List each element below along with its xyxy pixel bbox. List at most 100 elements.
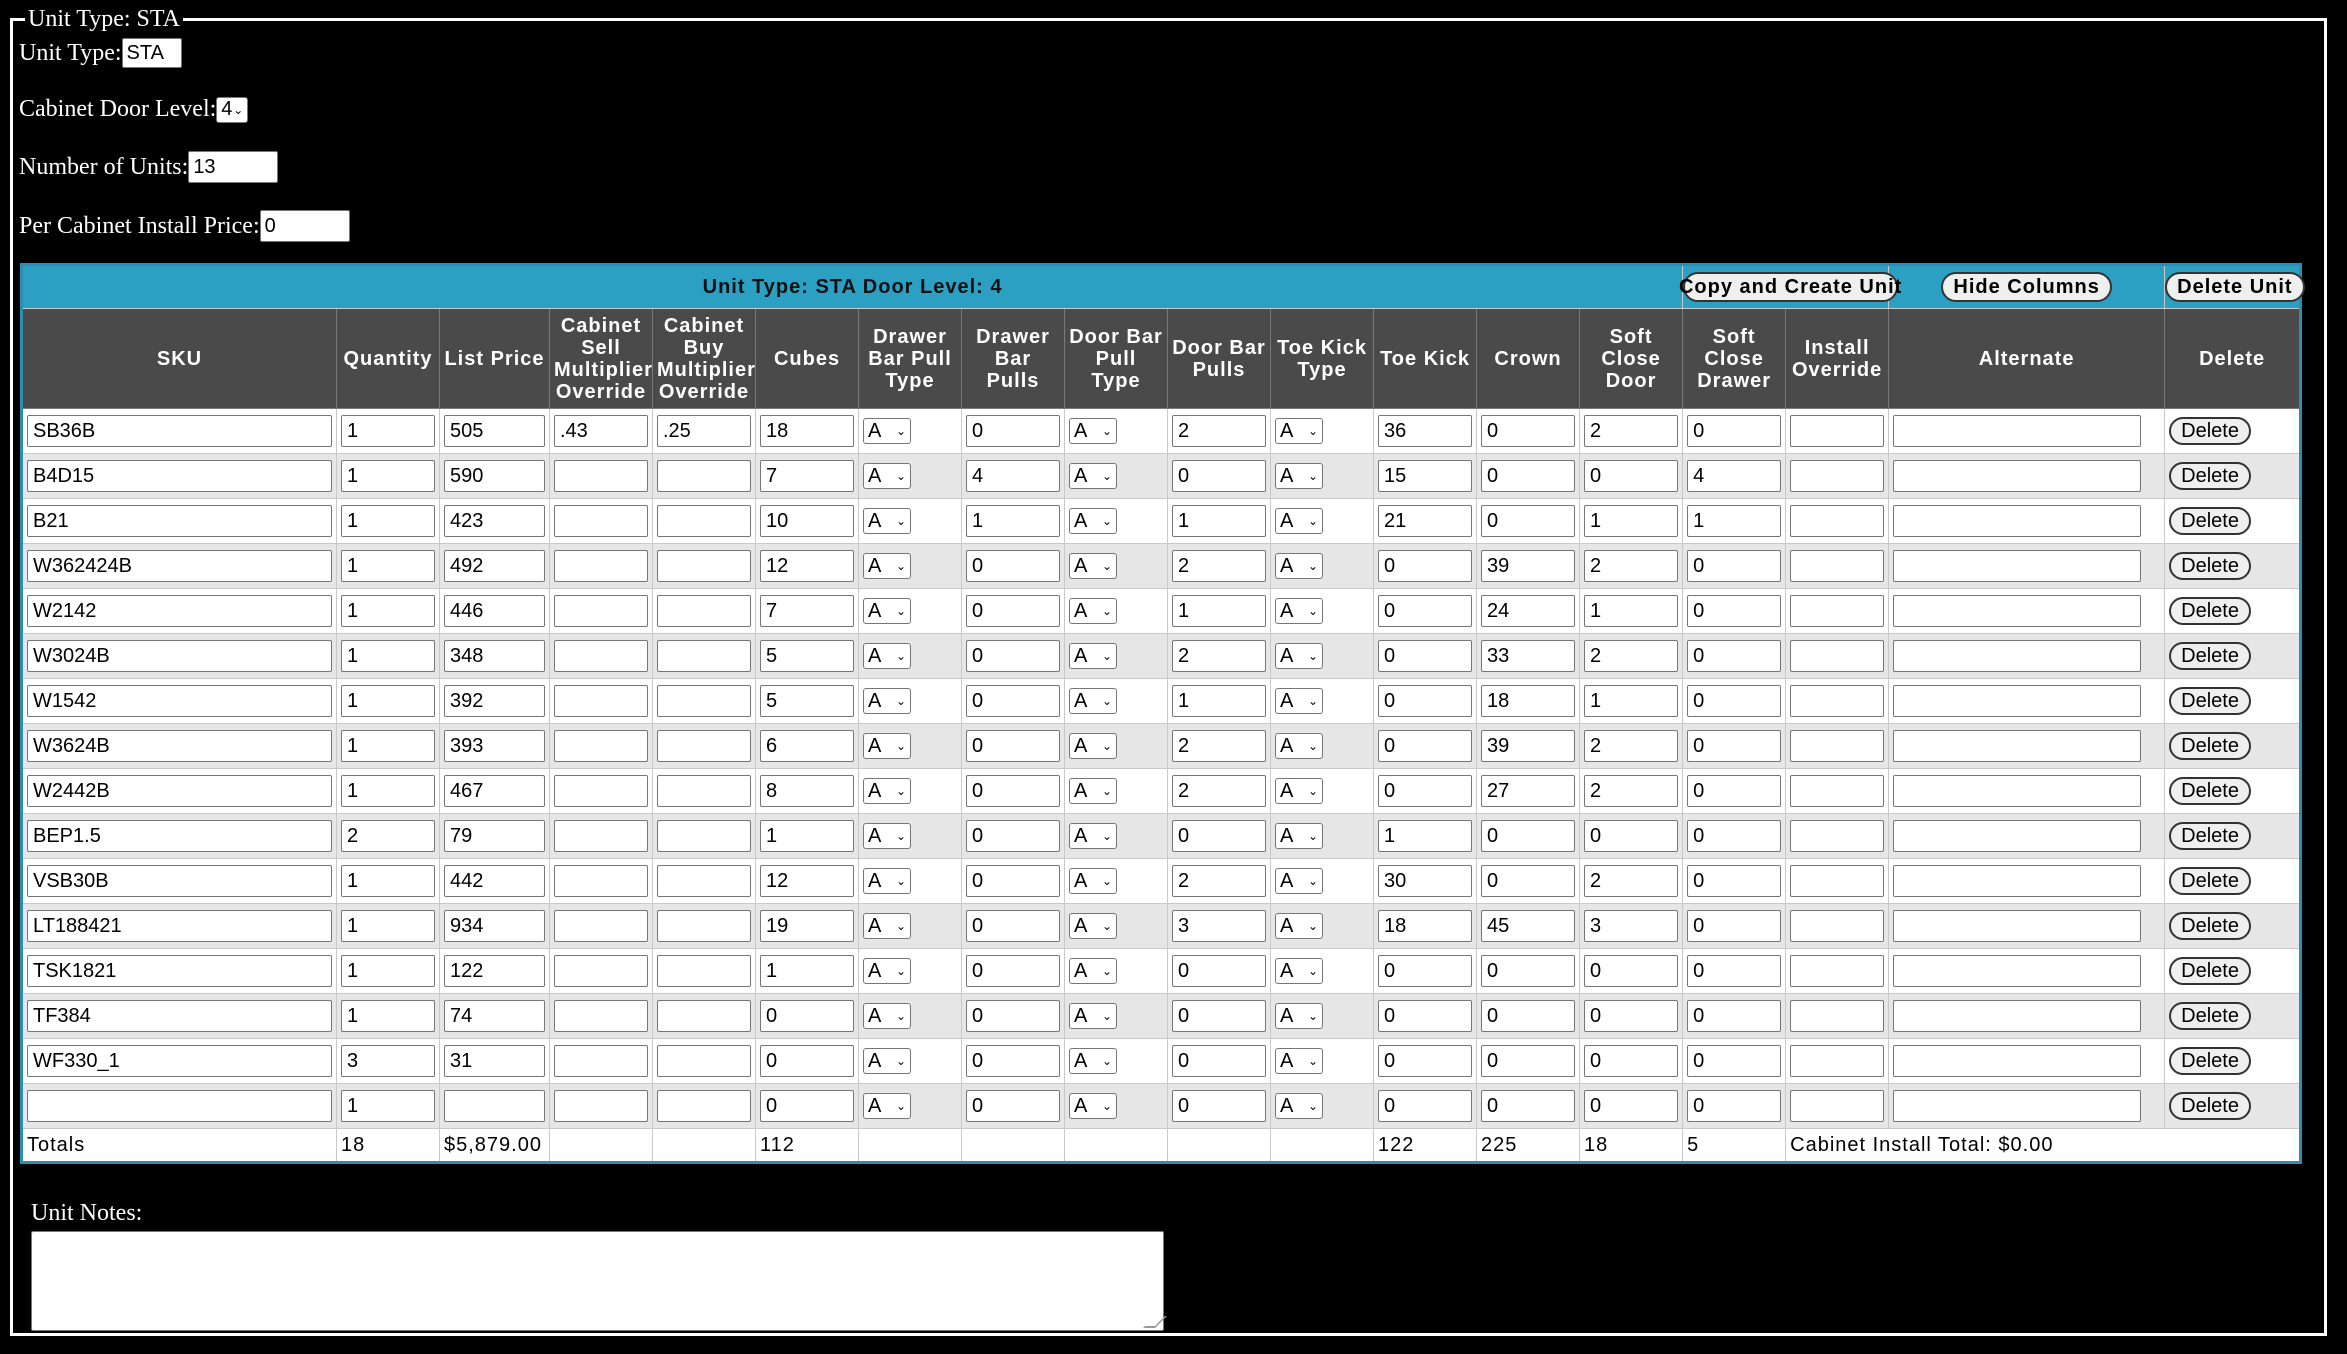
soft-close-door-input[interactable]: 0 [1584, 955, 1679, 987]
toe-kick-input[interactable]: 18 [1378, 910, 1472, 942]
install-override-input[interactable] [1790, 550, 1885, 582]
door-pulls-input[interactable]: 0 [1172, 820, 1266, 852]
sku-input[interactable]: TSK1821 [27, 955, 332, 987]
install-override-input[interactable] [1790, 730, 1885, 762]
cubes-input[interactable]: 1 [760, 955, 854, 987]
toe-kick-input[interactable]: 0 [1378, 955, 1472, 987]
drawer-pulls-input[interactable]: 0 [966, 1045, 1060, 1077]
door-pulls-input[interactable]: 1 [1172, 685, 1266, 717]
alternate-input[interactable] [1893, 505, 2142, 537]
toe-kick-type-select[interactable]: A ⌄ [1275, 643, 1323, 669]
buy-multiplier-input[interactable] [657, 1000, 751, 1032]
soft-close-door-input[interactable]: 2 [1584, 415, 1679, 447]
buy-multiplier-input[interactable] [657, 865, 751, 897]
sku-input[interactable]: B4D15 [27, 460, 332, 492]
toe-kick-type-select[interactable]: A ⌄ [1275, 508, 1323, 534]
alternate-input[interactable] [1893, 820, 2142, 852]
delete-row-button[interactable]: Delete [2169, 1092, 2251, 1120]
alternate-input[interactable] [1893, 865, 2142, 897]
delete-unit-button[interactable]: Delete Unit [2165, 272, 2305, 302]
toe-kick-type-select[interactable]: A ⌄ [1275, 733, 1323, 759]
crown-input[interactable]: 33 [1481, 640, 1575, 672]
toe-kick-type-select[interactable]: A ⌄ [1275, 913, 1323, 939]
install-price-input[interactable]: 0 [259, 210, 350, 242]
drawer-pulls-input[interactable]: 0 [966, 730, 1060, 762]
alternate-input[interactable] [1893, 775, 2142, 807]
delete-row-button[interactable]: Delete [2169, 867, 2251, 895]
cubes-input[interactable]: 19 [760, 910, 854, 942]
door-pulls-input[interactable]: 0 [1172, 1090, 1266, 1122]
alternate-input[interactable] [1893, 910, 2142, 942]
list-price-input[interactable]: 79 [444, 820, 545, 852]
quantity-input[interactable]: 1 [341, 595, 435, 627]
install-override-input[interactable] [1790, 820, 1885, 852]
door-pull-type-select[interactable]: A ⌄ [1069, 553, 1117, 579]
soft-close-door-input[interactable]: 0 [1584, 820, 1679, 852]
quantity-input[interactable]: 3 [341, 1045, 435, 1077]
door-pull-type-select[interactable]: A ⌄ [1069, 598, 1117, 624]
drawer-pull-type-select[interactable]: A ⌄ [863, 913, 911, 939]
install-override-input[interactable] [1790, 865, 1885, 897]
door-pulls-input[interactable]: 0 [1172, 460, 1266, 492]
crown-input[interactable]: 0 [1481, 505, 1575, 537]
drawer-pulls-input[interactable]: 0 [966, 685, 1060, 717]
soft-close-door-input[interactable]: 3 [1584, 910, 1679, 942]
door-pulls-input[interactable]: 0 [1172, 1045, 1266, 1077]
toe-kick-type-select[interactable]: A ⌄ [1275, 418, 1323, 444]
drawer-pulls-input[interactable]: 0 [966, 775, 1060, 807]
list-price-input[interactable]: 492 [444, 550, 545, 582]
sku-input[interactable]: BEP1.5 [27, 820, 332, 852]
unit-notes-textarea[interactable] [31, 1231, 1167, 1331]
quantity-input[interactable]: 1 [341, 865, 435, 897]
buy-multiplier-input[interactable] [657, 910, 751, 942]
toe-kick-type-select[interactable]: A ⌄ [1275, 868, 1323, 894]
toe-kick-input[interactable]: 0 [1378, 640, 1472, 672]
door-pull-type-select[interactable]: A ⌄ [1069, 418, 1117, 444]
buy-multiplier-input[interactable]: .25 [657, 415, 751, 447]
num-units-input[interactable]: 13 [188, 151, 279, 183]
cubes-input[interactable]: 1 [760, 820, 854, 852]
toe-kick-input[interactable]: 0 [1378, 595, 1472, 627]
quantity-input[interactable]: 1 [341, 910, 435, 942]
soft-close-drawer-input[interactable]: 0 [1687, 640, 1782, 672]
crown-input[interactable]: 0 [1481, 865, 1575, 897]
sku-input[interactable]: W362424B [27, 550, 332, 582]
alternate-input[interactable] [1893, 460, 2142, 492]
buy-multiplier-input[interactable] [657, 685, 751, 717]
list-price-input[interactable]: 74 [444, 1000, 545, 1032]
quantity-input[interactable]: 1 [341, 685, 435, 717]
soft-close-door-input[interactable]: 0 [1584, 1090, 1679, 1122]
drawer-pulls-input[interactable]: 0 [966, 1090, 1060, 1122]
toe-kick-type-select[interactable]: A ⌄ [1275, 553, 1323, 579]
door-pull-type-select[interactable]: A ⌄ [1069, 1048, 1117, 1074]
drawer-pulls-input[interactable]: 0 [966, 550, 1060, 582]
door-pulls-input[interactable]: 0 [1172, 1000, 1266, 1032]
soft-close-door-input[interactable]: 1 [1584, 685, 1679, 717]
sell-multiplier-input[interactable] [554, 595, 648, 627]
sku-input[interactable]: W1542 [27, 685, 332, 717]
door-pull-type-select[interactable]: A ⌄ [1069, 733, 1117, 759]
list-price-input[interactable]: 590 [444, 460, 545, 492]
drawer-pulls-input[interactable]: 0 [966, 1000, 1060, 1032]
drawer-pull-type-select[interactable]: A ⌄ [863, 1093, 911, 1119]
soft-close-door-input[interactable]: 2 [1584, 775, 1679, 807]
toe-kick-type-select[interactable]: A ⌄ [1275, 958, 1323, 984]
toe-kick-input[interactable]: 1 [1378, 820, 1472, 852]
quantity-input[interactable]: 1 [341, 415, 435, 447]
install-override-input[interactable] [1790, 505, 1885, 537]
toe-kick-input[interactable]: 30 [1378, 865, 1472, 897]
door-pull-type-select[interactable]: A ⌄ [1069, 778, 1117, 804]
door-pull-type-select[interactable]: A ⌄ [1069, 868, 1117, 894]
cubes-input[interactable]: 5 [760, 640, 854, 672]
crown-input[interactable]: 45 [1481, 910, 1575, 942]
sell-multiplier-input[interactable] [554, 640, 648, 672]
alternate-input[interactable] [1893, 1090, 2142, 1122]
soft-close-drawer-input[interactable]: 1 [1687, 505, 1782, 537]
sku-input[interactable]: VSB30B [27, 865, 332, 897]
buy-multiplier-input[interactable] [657, 1045, 751, 1077]
drawer-pull-type-select[interactable]: A ⌄ [863, 1003, 911, 1029]
install-override-input[interactable] [1790, 955, 1885, 987]
door-pulls-input[interactable]: 2 [1172, 730, 1266, 762]
drawer-pull-type-select[interactable]: A ⌄ [863, 733, 911, 759]
toe-kick-type-select[interactable]: A ⌄ [1275, 1003, 1323, 1029]
